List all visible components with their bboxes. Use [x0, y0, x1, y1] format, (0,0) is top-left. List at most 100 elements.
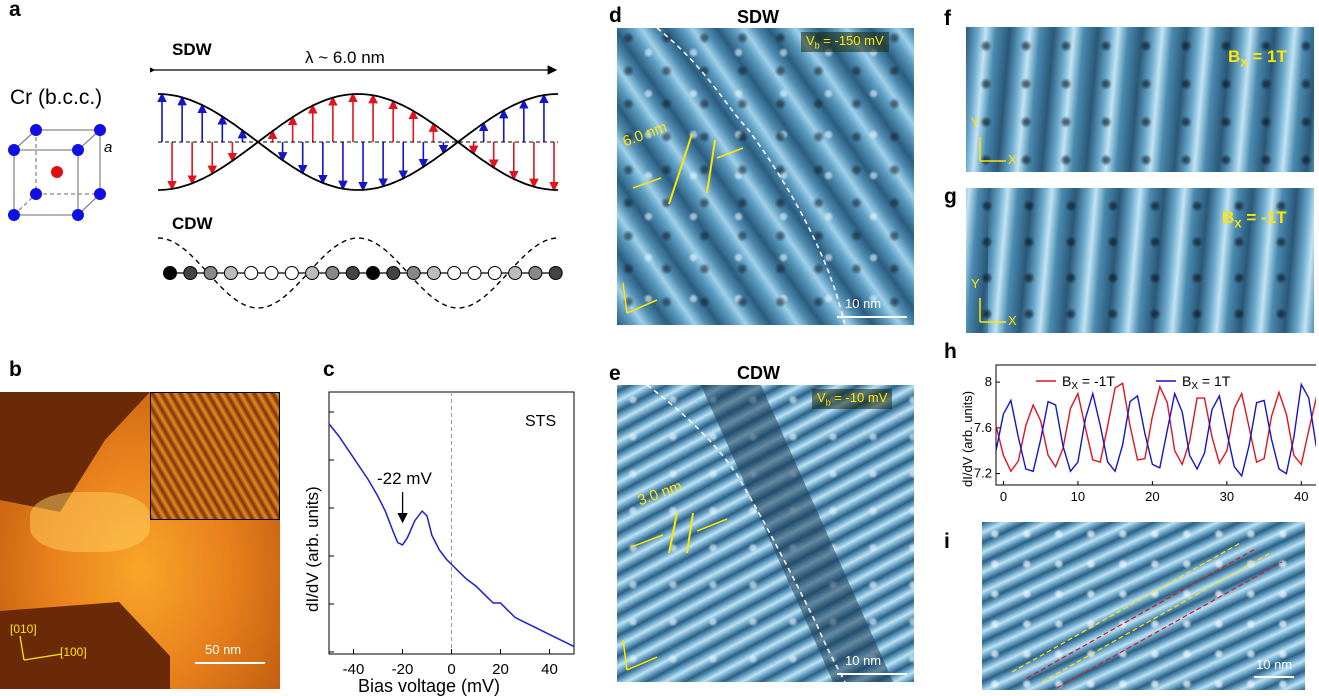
axis-arrow	[626, 299, 658, 314]
axis-arrow	[626, 656, 658, 671]
cdw-bias-label: Vb = -10 mV	[812, 389, 893, 409]
chart-h-xtick-label: 0	[1000, 489, 1007, 504]
cdw-atom	[284, 266, 299, 280]
panel-label-a: a	[9, 0, 21, 21]
period-arrow	[632, 177, 662, 189]
chart-c-xtick-label: -20	[392, 661, 414, 678]
cdw-atom	[528, 266, 543, 280]
chart-h-xtick-label: 10	[1071, 489, 1085, 504]
cdw-zoom-overlay	[1011, 541, 1283, 689]
cdw-atom	[548, 266, 563, 280]
cdw-atom	[426, 266, 441, 280]
topography-inset	[150, 392, 280, 520]
scale-label-e: 10 nm	[845, 653, 882, 668]
sts-annotation: -22 mV	[377, 469, 432, 488]
cdw-atom	[487, 266, 502, 280]
cdw-atom	[447, 266, 462, 280]
bcc-cube-diagram: a	[8, 124, 112, 221]
cdw-atom	[386, 266, 401, 280]
atom-center	[51, 166, 63, 178]
axis-arrow	[622, 639, 628, 671]
cdw-atom	[508, 266, 523, 280]
cdw-atom	[264, 266, 279, 280]
sdw-label: SDW	[172, 40, 212, 59]
period-marker	[668, 133, 693, 205]
field-plus-stm-image: BX = 1T Y X	[966, 27, 1314, 172]
bias-symbol: V	[817, 390, 826, 405]
cdw-atom	[366, 266, 380, 280]
sdw-envelope	[157, 93, 559, 191]
chart-c-xtick-label: -40	[343, 661, 365, 678]
chart-h-ytick-label: 7.2	[974, 466, 992, 481]
bias-subscript: b	[825, 397, 831, 408]
field-plus-label: BX = 1T	[1228, 47, 1287, 69]
cdw-atom	[203, 266, 218, 280]
period-marker	[668, 512, 678, 554]
period-arrow	[696, 518, 728, 532]
panel-label-d: d	[609, 4, 622, 27]
scale-bar-d	[837, 316, 907, 318]
period-marker	[706, 139, 716, 194]
sdw-cdw-diagram	[150, 65, 563, 309]
panel-label-e: e	[609, 362, 621, 385]
legend-label: BX = -1T	[1062, 373, 1115, 392]
axis-x-label: X	[1008, 152, 1017, 167]
domain-boundary	[656, 28, 846, 325]
field-symbol: B	[1222, 208, 1235, 227]
atom-corner	[94, 124, 106, 136]
field-value: = -1T	[1241, 208, 1287, 227]
direction-100-label: [100]	[60, 645, 87, 659]
chart-h-ytick-label: 7.6	[974, 420, 992, 435]
atom-corner	[8, 209, 20, 221]
wavelength-label: λ ~ 6.0 nm	[305, 48, 385, 67]
cdw-zoom-stm-image: 10 nm	[982, 522, 1305, 690]
cdw-atom	[345, 266, 360, 280]
cdw-stm-image: 3.0 nm Vb = -10 mV 10 nm	[617, 385, 914, 682]
sdw-overlay	[622, 28, 846, 325]
sdw-title: SDW	[737, 7, 779, 27]
scale-label-b: 50 nm	[205, 642, 242, 657]
sts-chart: -40 -20 0 20 40 STS -22 mV Bias voltage (mV)…	[303, 391, 575, 696]
chart-h-xtick-label: 30	[1220, 489, 1234, 504]
sdw-envelope	[157, 93, 559, 191]
atom-corner	[30, 124, 42, 136]
panel-label-f: f	[944, 7, 951, 30]
field-value: = 1T	[1247, 47, 1287, 66]
period-arrow	[716, 147, 744, 159]
bias-value: = -10 mV	[830, 390, 888, 405]
cdw-overlay	[622, 385, 846, 682]
cdw-atom	[467, 266, 482, 280]
panel-label-h: h	[944, 340, 957, 363]
chart-h-xtick-label: 40	[1294, 489, 1308, 504]
chart-h-xtick-label: 20	[1145, 489, 1159, 504]
direction-010-label: [010]	[10, 622, 37, 636]
atom-corner	[94, 188, 106, 200]
axis-arrow	[622, 282, 628, 314]
scale-bar-i	[1254, 676, 1294, 678]
atom-corner	[72, 144, 84, 156]
chart-c-xtick-label: 20	[492, 661, 509, 678]
cdw-label: CDW	[172, 214, 213, 233]
bias-subscript: b	[814, 40, 820, 51]
sts-tag: STS	[525, 413, 556, 430]
xy-axes-icon	[979, 298, 1006, 323]
crystal-label: Cr (b.c.c.)	[10, 86, 103, 109]
panel-label-i: i	[944, 530, 950, 553]
topography-image: [010] [100] 50 nm	[0, 392, 280, 689]
chart-c-xtick-label: 0	[447, 661, 455, 678]
bias-value: = -150 mV	[819, 33, 884, 48]
direction-arrows-icon	[19, 635, 63, 661]
chart-h-ylabel: dI/dV (arb. units)	[960, 391, 975, 487]
sdw-stm-image: 6.0 nm Vb = -150 mV 10 nm	[617, 28, 914, 325]
cdw-atom	[183, 266, 198, 280]
lattice-param-label: a	[104, 139, 112, 156]
sts-curve	[328, 423, 575, 648]
period-marker	[686, 512, 694, 554]
atom-corner	[8, 144, 20, 156]
scale-label-d: 10 nm	[845, 296, 882, 311]
scale-bar-e	[837, 673, 907, 675]
cdw-atom	[305, 266, 320, 280]
linecut-plus-field	[995, 382, 1316, 478]
axis-x-label: X	[1008, 313, 1017, 328]
chart-h-frame	[995, 364, 1316, 486]
